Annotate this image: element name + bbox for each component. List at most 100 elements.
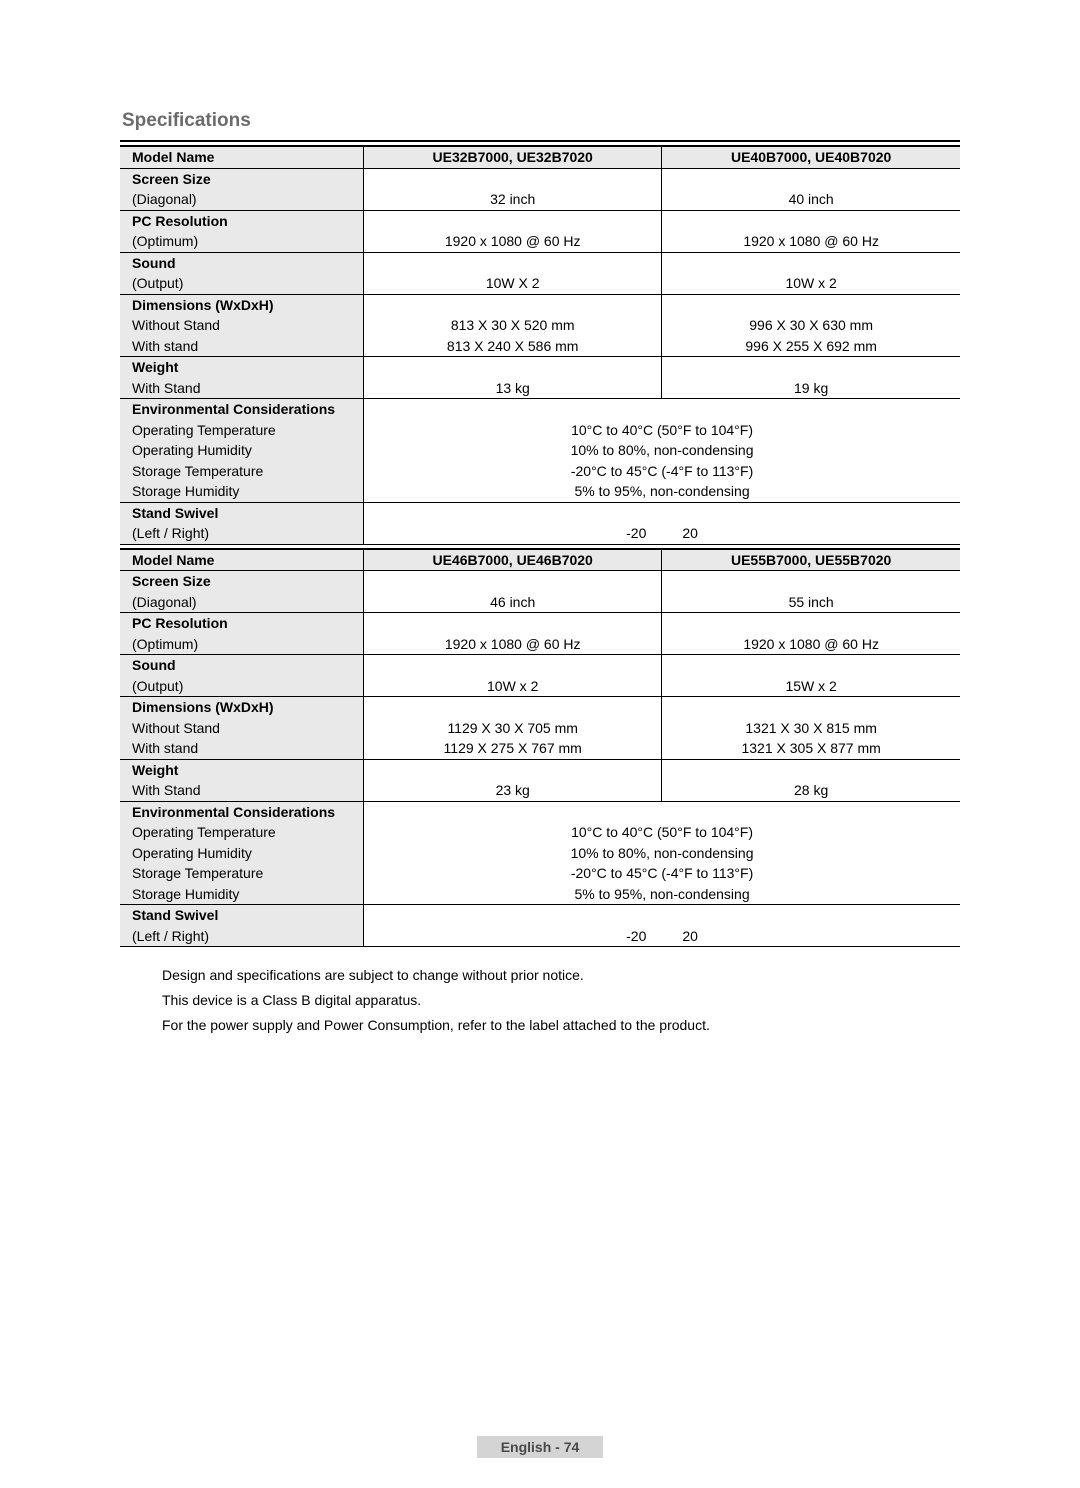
label-stand-swivel-sub: (Left / Right) bbox=[120, 523, 363, 544]
table-row: Sound (Output) 10W X 2 10W x 2 bbox=[120, 252, 960, 294]
value: 1129 X 275 X 767 mm bbox=[364, 738, 661, 759]
value: 19 kg bbox=[662, 378, 960, 399]
value: -20°C to 45°C (-4°F to 113°F) bbox=[364, 461, 960, 482]
label-weight-with-stand: With Stand bbox=[120, 780, 363, 801]
table-row: Screen Size (Diagonal) 32 inch 40 inch bbox=[120, 168, 960, 210]
value: 15W x 2 bbox=[662, 676, 960, 697]
label-env-op-hum: Operating Humidity bbox=[120, 440, 363, 461]
label-env-st-hum: Storage Humidity bbox=[120, 884, 363, 905]
label-dim-with-stand: With stand bbox=[120, 738, 363, 759]
value: 1129 X 30 X 705 mm bbox=[364, 718, 661, 739]
label-sound: Sound bbox=[120, 655, 363, 676]
value: -20°C to 45°C (-4°F to 113°F) bbox=[364, 863, 960, 884]
label-model-name: Model Name bbox=[120, 147, 363, 168]
value: 10% to 80%, non-condensing bbox=[364, 440, 960, 461]
title-rule bbox=[120, 140, 960, 142]
label-pc-resolution: PC Resolution bbox=[120, 613, 363, 634]
label-env-op-temp: Operating Temperature bbox=[120, 822, 363, 843]
value: 10% to 80%, non-condensing bbox=[364, 843, 960, 864]
label-dim-with-stand: With stand bbox=[120, 336, 363, 357]
value: 1321 X 305 X 877 mm bbox=[662, 738, 960, 759]
label-stand-swivel: Stand Swivel bbox=[120, 905, 363, 926]
table-row: Screen Size (Diagonal) 46 inch 55 inch bbox=[120, 571, 960, 613]
value: -2020 bbox=[364, 926, 960, 947]
table-row: Sound (Output) 10W x 2 15W x 2 bbox=[120, 655, 960, 697]
value: 46 inch bbox=[364, 592, 661, 613]
label-env: Environmental Considerations bbox=[120, 802, 363, 823]
value: 1920 x 1080 @ 60 Hz bbox=[662, 634, 960, 655]
value: 10°C to 40°C (50°F to 104°F) bbox=[364, 822, 960, 843]
value: 10W x 2 bbox=[662, 273, 960, 294]
value: 5% to 95%, non-condensing bbox=[364, 884, 960, 905]
value: 1920 x 1080 @ 60 Hz bbox=[364, 231, 661, 252]
label-env-st-temp: Storage Temperature bbox=[120, 461, 363, 482]
page-footer: English - 74 bbox=[0, 1436, 1080, 1458]
value: 5% to 95%, non-condensing bbox=[364, 481, 960, 502]
label-env-op-temp: Operating Temperature bbox=[120, 420, 363, 441]
notes: Design and specifications are subject to… bbox=[162, 965, 960, 1036]
table-row: Environmental Considerations Operating T… bbox=[120, 399, 960, 503]
value: 10W x 2 bbox=[364, 676, 661, 697]
table-row: Stand Swivel (Left / Right) -2020 bbox=[120, 905, 960, 947]
label-pc-resolution-sub: (Optimum) bbox=[120, 231, 363, 252]
label-sound-sub: (Output) bbox=[120, 273, 363, 294]
value: 13 kg bbox=[364, 378, 661, 399]
label-env: Environmental Considerations bbox=[120, 399, 363, 420]
value: UE40B7000, UE40B7020 bbox=[662, 147, 960, 168]
table-row: Model Name UE32B7000, UE32B7020 UE40B700… bbox=[120, 146, 960, 168]
table-row: PC Resolution (Optimum) 1920 x 1080 @ 60… bbox=[120, 210, 960, 252]
label-weight-with-stand: With Stand bbox=[120, 378, 363, 399]
label-dim-no-stand: Without Stand bbox=[120, 718, 363, 739]
note-1: Design and specifications are subject to… bbox=[162, 965, 960, 986]
label-sound: Sound bbox=[120, 253, 363, 274]
label-weight: Weight bbox=[120, 357, 363, 378]
label-screen-size-sub: (Diagonal) bbox=[120, 592, 363, 613]
label-pc-resolution-sub: (Optimum) bbox=[120, 634, 363, 655]
spec-table-1: Model Name UE32B7000, UE32B7020 UE40B700… bbox=[120, 145, 960, 545]
label-env-op-hum: Operating Humidity bbox=[120, 843, 363, 864]
label-stand-swivel: Stand Swivel bbox=[120, 503, 363, 524]
value: 1920 x 1080 @ 60 Hz bbox=[662, 231, 960, 252]
value: UE46B7000, UE46B7020 bbox=[364, 550, 661, 571]
label-stand-swivel-sub: (Left / Right) bbox=[120, 926, 363, 947]
value: 996 X 255 X 692 mm bbox=[662, 336, 960, 357]
value: 996 X 30 X 630 mm bbox=[662, 315, 960, 336]
label-dim-no-stand: Without Stand bbox=[120, 315, 363, 336]
value: 813 X 30 X 520 mm bbox=[364, 315, 661, 336]
value: 10W X 2 bbox=[364, 273, 661, 294]
table-row: Dimensions (WxDxH) Without Stand With st… bbox=[120, 697, 960, 760]
table-row: PC Resolution (Optimum) 1920 x 1080 @ 60… bbox=[120, 613, 960, 655]
value: 1321 X 30 X 815 mm bbox=[662, 718, 960, 739]
label-model-name: Model Name bbox=[120, 550, 363, 571]
label-screen-size: Screen Size bbox=[120, 571, 363, 592]
note-2: This device is a Class B digital apparat… bbox=[162, 990, 960, 1011]
spec-table-2: Model Name UE46B7000, UE46B7020 UE55B700… bbox=[120, 548, 960, 948]
note-3: For the power supply and Power Consumpti… bbox=[162, 1015, 960, 1036]
table-row: Environmental Considerations Operating T… bbox=[120, 801, 960, 905]
value: 1920 x 1080 @ 60 Hz bbox=[364, 634, 661, 655]
value: UE55B7000, UE55B7020 bbox=[662, 550, 960, 571]
value: 813 X 240 X 586 mm bbox=[364, 336, 661, 357]
value: 40 inch bbox=[662, 189, 960, 210]
table-row: Dimensions (WxDxH) Without Stand With st… bbox=[120, 294, 960, 357]
value: 23 kg bbox=[364, 780, 661, 801]
label-weight: Weight bbox=[120, 760, 363, 781]
value: 55 inch bbox=[662, 592, 960, 613]
label-sound-sub: (Output) bbox=[120, 676, 363, 697]
value: 28 kg bbox=[662, 780, 960, 801]
label-dimensions: Dimensions (WxDxH) bbox=[120, 295, 363, 316]
table-row: Stand Swivel (Left / Right) -2020 bbox=[120, 502, 960, 544]
label-dimensions: Dimensions (WxDxH) bbox=[120, 697, 363, 718]
label-env-st-temp: Storage Temperature bbox=[120, 863, 363, 884]
table-row: Weight With Stand 23 kg 28 kg bbox=[120, 759, 960, 801]
value: -2020 bbox=[364, 523, 960, 544]
footer-label: English - 74 bbox=[477, 1436, 604, 1458]
table-row: Model Name UE46B7000, UE46B7020 UE55B700… bbox=[120, 549, 960, 571]
page-title: Specifications bbox=[122, 110, 960, 132]
table-row: Weight With Stand 13 kg 19 kg bbox=[120, 357, 960, 399]
value: 32 inch bbox=[364, 189, 661, 210]
label-pc-resolution: PC Resolution bbox=[120, 211, 363, 232]
value: 10°C to 40°C (50°F to 104°F) bbox=[364, 420, 960, 441]
label-screen-size-sub: (Diagonal) bbox=[120, 189, 363, 210]
label-screen-size: Screen Size bbox=[120, 169, 363, 190]
